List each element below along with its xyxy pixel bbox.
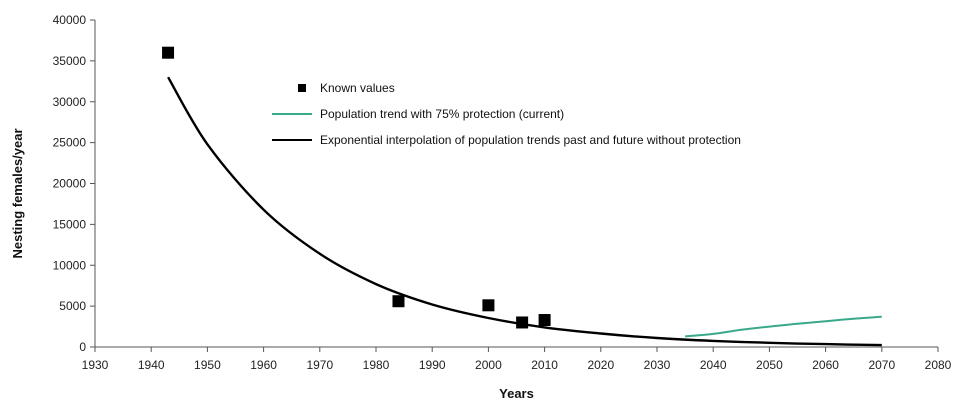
x-tick-label: 2070: [868, 358, 895, 372]
x-tick-label: 1960: [250, 358, 277, 372]
x-tick-label: 2080: [925, 358, 952, 372]
y-tick-label: 0: [79, 340, 86, 354]
x-tick-label: 1950: [194, 358, 221, 372]
y-tick-label: 15000: [53, 217, 87, 231]
legend-label-protection-trend: Population trend with 75% protection (cu…: [320, 107, 564, 121]
x-tick-label: 2060: [812, 358, 839, 372]
x-tick-label: 1930: [82, 358, 109, 372]
y-tick-label: 25000: [53, 136, 87, 150]
legend-marker-known-values: [298, 84, 306, 92]
exponential-interpolation-line: [167, 76, 882, 347]
x-tick-label: 1980: [363, 358, 390, 372]
x-tick-label: 1990: [419, 358, 446, 372]
known-value-marker: [516, 316, 529, 329]
known-value-marker: [392, 295, 405, 308]
x-tick-label: 1970: [306, 358, 333, 372]
axes: 0 5000 10000 15000 20000 25000 30000 35000 40000…: [53, 13, 952, 372]
legend-label-known-values: Known values: [320, 81, 395, 95]
x-tick-label: 2030: [644, 358, 671, 372]
x-tick-label: 2000: [475, 358, 502, 372]
known-value-marker: [538, 314, 551, 327]
y-tick-label: 10000: [53, 258, 87, 272]
y-tick-label: 40000: [53, 13, 87, 27]
x-tick-label: 1940: [138, 358, 165, 372]
x-axis-title: Years: [499, 386, 534, 401]
x-tick-label: 2010: [531, 358, 558, 372]
y-tick-label: 30000: [53, 95, 87, 109]
y-tick-label: 5000: [59, 299, 86, 313]
known-value-marker: [162, 46, 175, 59]
legend: Known values Population trend with 75% pr…: [272, 81, 741, 147]
x-tick-label: 2050: [756, 358, 783, 372]
y-axis-title: Nesting females/year: [10, 128, 25, 258]
x-tick-label: 2040: [700, 358, 727, 372]
y-tick-label: 35000: [53, 54, 87, 68]
known-value-marker: [482, 299, 495, 312]
legend-label-exponential-interpolation: Exponential interpolation of population …: [320, 133, 741, 147]
y-tick-label: 20000: [53, 177, 87, 191]
protection-trend-line: [685, 315, 882, 338]
x-tick-label: 2020: [587, 358, 614, 372]
series-layer: [162, 46, 882, 347]
